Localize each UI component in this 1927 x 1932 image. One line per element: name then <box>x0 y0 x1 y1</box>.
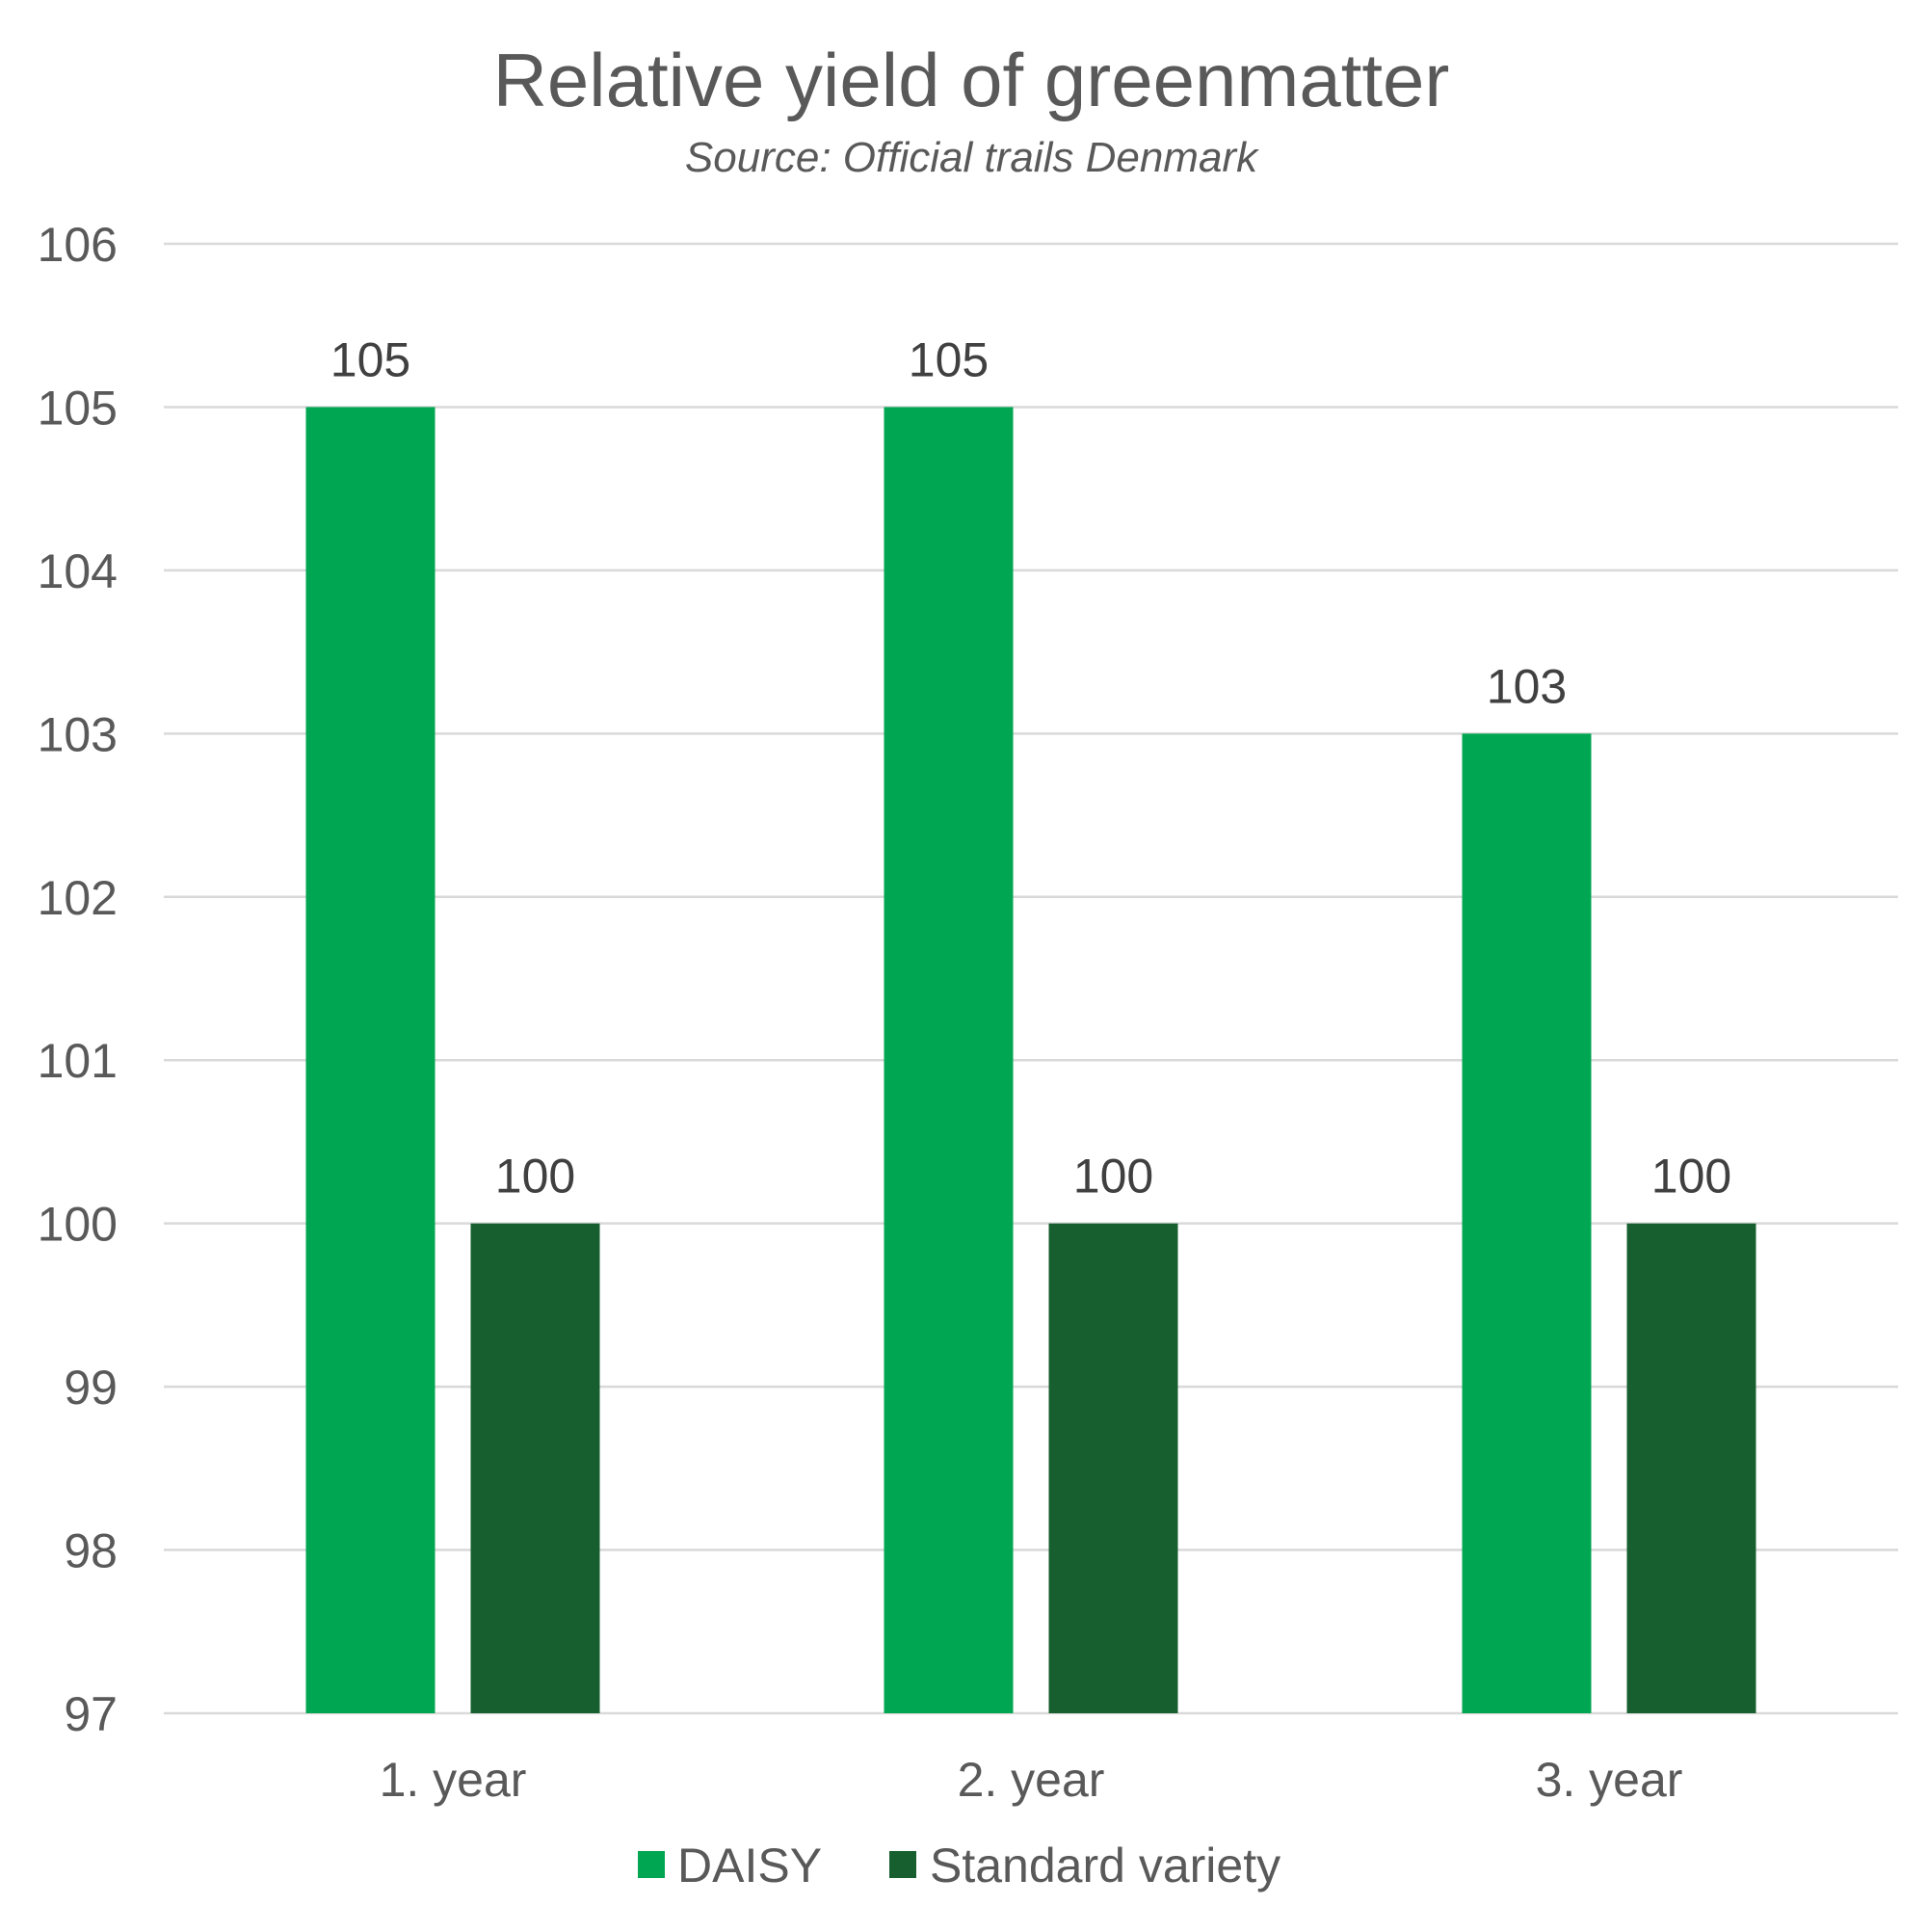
bar-standard-variety <box>1048 1223 1178 1713</box>
y-axis-ticks: 97 98 99 100 101 102 103 104 105 106 <box>38 218 118 1741</box>
bar-daisy <box>1462 733 1592 1713</box>
bar-standard-variety <box>1626 1223 1756 1713</box>
data-label: 100 <box>1073 1150 1153 1204</box>
legend-swatch <box>889 1851 916 1878</box>
bar-daisy <box>884 407 1014 1713</box>
bars <box>305 407 1756 1713</box>
legend-swatch <box>638 1851 665 1878</box>
y-tick-label: 100 <box>38 1198 118 1252</box>
data-label: 100 <box>495 1150 575 1204</box>
y-tick-label: 102 <box>38 871 118 925</box>
legend-label: Standard variety <box>930 1839 1280 1892</box>
y-tick-label: 104 <box>38 544 118 598</box>
legend: DAISY Standard variety <box>638 1839 1280 1892</box>
bar-daisy <box>305 407 436 1713</box>
bar-standard-variety <box>470 1223 600 1713</box>
y-tick-label: 97 <box>64 1687 118 1741</box>
gridlines <box>164 242 1898 1715</box>
data-label: 105 <box>330 332 410 386</box>
y-tick-label: 105 <box>38 381 118 435</box>
chart-subtitle: Source: Official trails Denmark <box>685 134 1259 181</box>
y-tick-label: 103 <box>38 707 118 761</box>
x-tick-label: 2. year <box>958 1753 1105 1807</box>
data-label: 103 <box>1487 659 1567 713</box>
y-tick-label: 101 <box>38 1034 118 1088</box>
x-tick-label: 3. year <box>1536 1753 1683 1807</box>
y-tick-label: 98 <box>64 1524 118 1578</box>
chart-title: Relative yield of greenmatter <box>493 38 1450 122</box>
x-tick-label: 1. year <box>380 1753 527 1807</box>
data-labels: 105 100 105 100 103 100 <box>330 332 1731 1203</box>
legend-label: DAISY <box>677 1839 822 1892</box>
data-label: 105 <box>909 332 989 386</box>
y-tick-label: 106 <box>38 218 118 272</box>
x-axis-ticks: 1. year 2. year 3. year <box>380 1753 1683 1807</box>
y-tick-label: 99 <box>64 1361 118 1415</box>
data-label: 100 <box>1651 1150 1731 1204</box>
